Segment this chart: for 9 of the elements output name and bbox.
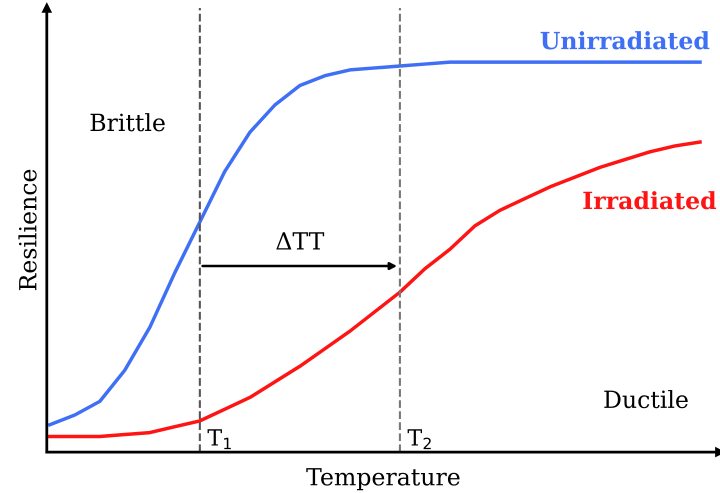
x-axis-title: Temperature: [306, 468, 460, 490]
series-label: Unirradiated: [540, 31, 710, 50]
annotation: T$_{1}$: [208, 429, 231, 450]
series-label: Irradiated: [583, 191, 716, 210]
annotation: Ductile: [604, 390, 688, 408]
annotation: ΔTT: [276, 232, 324, 250]
y-axis-title: Resilience: [18, 170, 37, 290]
annotation: T$_{2}$: [408, 429, 431, 450]
annotation: Brittle: [90, 113, 165, 132]
